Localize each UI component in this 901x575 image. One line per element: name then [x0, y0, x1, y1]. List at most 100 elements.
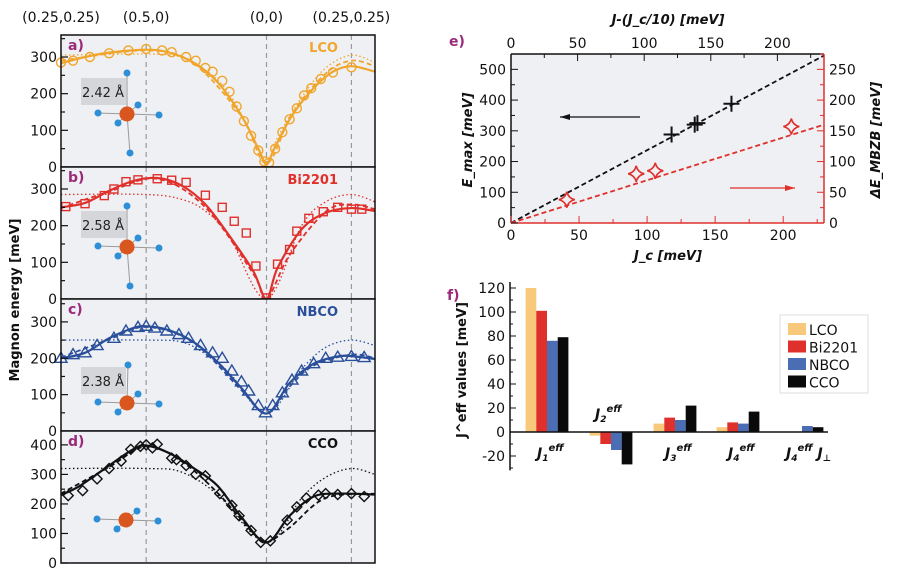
data-point [234, 374, 249, 387]
data-point [241, 383, 256, 396]
data-point [207, 66, 218, 77]
data-point [319, 487, 332, 500]
oxygen-atom [134, 234, 142, 242]
bar-cco [621, 432, 633, 465]
oxygen-atom [126, 149, 134, 157]
bond-length-label: 2.42 Å [82, 85, 124, 101]
data-point [147, 320, 163, 333]
oxygen-atom [155, 244, 163, 252]
oxygen-atom [114, 119, 122, 127]
cross-marker [686, 116, 703, 133]
data-point [241, 228, 251, 238]
compound-label: CCO [308, 437, 338, 452]
data-point [272, 259, 283, 269]
data-point [284, 372, 300, 385]
arrowhead-icon [785, 184, 795, 191]
data-point [224, 86, 235, 98]
data-point [284, 244, 295, 255]
data-point [152, 174, 162, 184]
data-point [180, 51, 192, 63]
bar-cco [685, 405, 697, 432]
x-tick-label: (0.25,0.25) [22, 10, 100, 26]
data-point [318, 207, 328, 217]
bond-length-box [81, 78, 126, 105]
y2-tick-label: 250 [829, 62, 856, 78]
diamond-marker [783, 118, 800, 135]
fit-line [510, 54, 825, 224]
data-point [294, 363, 309, 376]
molecule-inset: 2.42 Å [81, 69, 163, 157]
data-point [140, 438, 153, 451]
data-point [251, 261, 261, 271]
y-tick-label: 0 [496, 425, 505, 441]
x-tick-label: 50 [570, 228, 588, 244]
panel-cco: 0 100 200 300 400 d) CCO [30, 430, 376, 572]
bar-nbco [738, 423, 749, 432]
data-point [345, 487, 358, 500]
cross-marker [723, 95, 740, 112]
cross-marker [689, 115, 706, 132]
y-tick-label: 300 [30, 182, 57, 198]
legend-label: CCO [809, 376, 840, 392]
data-point [99, 190, 110, 201]
x-tick-label: (0.25,0.25) [313, 10, 391, 26]
y-tick-label: 200 [30, 351, 57, 367]
y2-tick-label: 50 [829, 185, 847, 201]
oxygen-atom [94, 398, 102, 406]
data-point [134, 440, 147, 453]
legend-label: Bi2201 [809, 341, 858, 357]
data-point [300, 492, 313, 505]
molecule-inset: 2.38 Å [81, 361, 163, 416]
data-point [77, 345, 93, 358]
x-axis-label: J_c [meV] [631, 249, 702, 264]
bond-length-box [81, 367, 126, 394]
data-point [159, 323, 175, 336]
oxygen-atom [124, 361, 132, 369]
data-point [124, 443, 137, 456]
y-tick-label: 40 [487, 377, 505, 393]
copper-atom [119, 106, 135, 122]
bar-bi2201 [664, 417, 675, 432]
y-tick-label: 200 [30, 87, 57, 103]
y-tick-label: 200 [30, 497, 57, 513]
data-point [306, 82, 317, 94]
oxygen-atom [113, 525, 121, 533]
fit-line [510, 123, 825, 224]
category-label: J4eff [725, 443, 756, 464]
bar-nbco [675, 420, 686, 432]
x2-tick-label: 200 [764, 36, 791, 52]
bar-lco [525, 288, 537, 432]
panel-label: b) [68, 170, 84, 186]
oxygen-atom [123, 69, 131, 77]
bar-bi2201 [727, 422, 738, 432]
cross-marker [663, 126, 680, 143]
data-point [190, 55, 201, 66]
data-point [170, 453, 183, 466]
data-point [151, 438, 164, 451]
panel-nbco: 2.38 Å 0 100 200 300 c) NBCO [30, 298, 376, 440]
x-tick-label: 0 [507, 228, 516, 244]
data-point [251, 398, 266, 411]
data-point [358, 490, 371, 503]
category-label: J3eff [662, 443, 693, 464]
data-point [344, 349, 359, 362]
bar-cco [748, 411, 760, 432]
data-point [121, 176, 131, 187]
bond-length-box [81, 211, 126, 238]
y-tick-label: 100 [479, 185, 506, 201]
y-tick-label: 300 [30, 50, 57, 66]
data-point [346, 62, 357, 73]
y-tick-label: 100 [30, 123, 57, 139]
y-tick-label: 500 [479, 62, 506, 78]
legend-label: LCO [809, 323, 838, 339]
data-point [224, 363, 240, 376]
data-point [277, 126, 288, 138]
molecule-inset [93, 507, 162, 533]
data-point [290, 500, 303, 513]
bar-nbco [802, 426, 813, 432]
data-point [89, 338, 105, 351]
x-tick-label: 150 [702, 228, 729, 244]
y2-tick-label: 150 [829, 124, 856, 140]
data-point [62, 489, 75, 502]
